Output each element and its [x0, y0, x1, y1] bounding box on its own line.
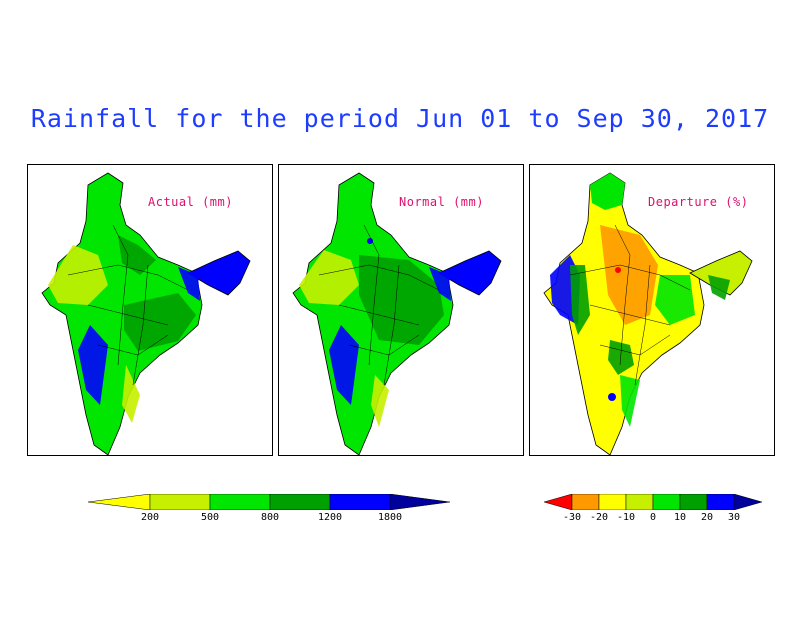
state-boundaries	[318, 224, 440, 386]
departure-legend-swatch-2	[598, 494, 627, 510]
rainfall-tick-label: 500	[200, 512, 220, 523]
departure-tick-label: 0	[649, 512, 657, 523]
panel-label-normal: Normal (mm)	[399, 195, 484, 209]
rainfall-legend-swatch-4	[329, 494, 391, 510]
normal-rainfall-map: Normal (mm)	[278, 164, 524, 456]
departure-tick-label: 20	[700, 512, 714, 523]
rainfall-zones	[299, 238, 451, 427]
rainfall-legend-swatch-3	[269, 494, 331, 510]
rainfall-tick-label: 1800	[377, 512, 403, 523]
rainfall-legend-ticks: 200 500 800 1200 1800	[88, 512, 453, 526]
departure-tick-label: -10	[616, 512, 636, 523]
departure-legend-swatch-1	[571, 494, 600, 510]
actual-rainfall-map: Actual (mm)	[27, 164, 273, 456]
departure-legend-bar	[544, 494, 763, 510]
rainfall-legend-swatch-1	[149, 494, 211, 510]
departure-legend-swatch-5	[679, 494, 708, 510]
rainfall-legend-bar	[88, 494, 451, 510]
departure-legend-swatch-3	[625, 494, 654, 510]
state-boundaries	[67, 224, 189, 386]
departure-tick-label: 10	[673, 512, 687, 523]
rainfall-tick-label: 1200	[317, 512, 343, 523]
rainfall-legend-swatch-0	[88, 494, 151, 510]
panel-label-departure: Departure (%)	[648, 195, 749, 209]
departure-legend-ticks: -30 -20 -10 0 10 20 30	[544, 512, 766, 526]
rainfall-tick-label: 800	[260, 512, 280, 523]
departure-legend-swatch-0	[544, 494, 573, 510]
departure-tick-label: -30	[562, 512, 582, 523]
departure-zones	[550, 173, 730, 427]
chart-title: Rainfall for the period Jun 01 to Sep 30…	[30, 104, 770, 133]
rainfall-legend-swatch-2	[209, 494, 271, 510]
panel-label-actual: Actual (mm)	[148, 195, 233, 209]
state-boundaries	[569, 224, 691, 386]
departure-legend-swatch-7	[733, 494, 763, 510]
departure-tick-label: 30	[727, 512, 741, 523]
departure-map: Departure (%)	[529, 164, 775, 456]
rainfall-tick-label: 200	[140, 512, 160, 523]
departure-legend-swatch-4	[652, 494, 681, 510]
rainfall-zones	[48, 235, 200, 423]
departure-legend-swatch-6	[706, 494, 735, 510]
departure-tick-label: -20	[589, 512, 609, 523]
rainfall-legend-swatch-5	[389, 494, 451, 510]
